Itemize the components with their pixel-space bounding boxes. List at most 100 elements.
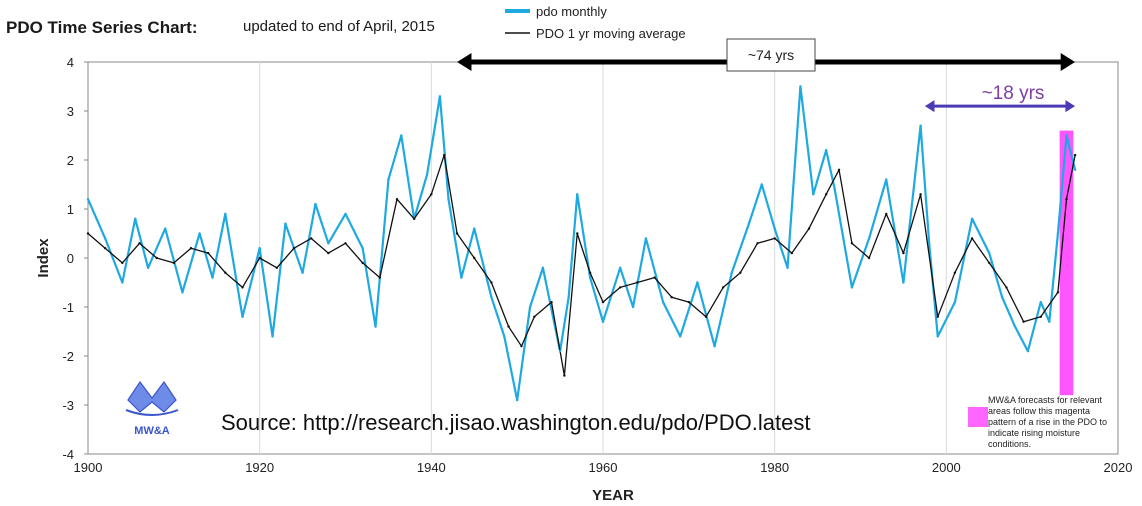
data-point-monthly [824,149,828,152]
data-point-average [155,256,158,260]
data-point-monthly [1073,168,1077,171]
data-point-average [395,198,399,201]
data-point-monthly [679,335,682,338]
data-point-average [206,251,210,255]
span-18-label: ~18 yrs [982,83,1045,104]
logo-text: MW&A [134,425,169,437]
data-point-average [1039,315,1042,318]
series-line-pdo-moving-average [87,154,1076,377]
data-point-monthly [134,217,137,220]
data-point-monthly [902,281,905,284]
data-point-monthly [211,276,214,279]
y-axis-ticks: -4 -3 -2 -1 0 1 2 3 4 [62,55,88,462]
data-point-average [189,247,193,250]
chart-title: PDO Time Series Chart: [6,18,197,37]
note-swatch [968,407,988,427]
data-point-average [1022,320,1025,323]
forecast-note: MW&A forecasts for relevant areas follow… [988,395,1107,449]
span-74-label-box [726,38,816,72]
data-point-monthly [344,212,347,216]
data-point-average [327,251,330,255]
data-point-monthly [374,325,377,328]
data-point-average [1005,286,1008,289]
data-point-average [790,251,794,255]
data-point-monthly [1026,349,1030,353]
data-point-monthly [919,124,922,127]
legend-label-monthly: pdo monthly [536,4,607,19]
data-point-monthly [567,296,570,299]
data-point-monthly [284,222,287,225]
arrow-head-right-icon [1065,100,1076,113]
arrow-head-left-icon [924,100,935,113]
data-point-average [172,261,176,265]
data-point-average [636,281,639,284]
data-point-average [867,256,871,260]
data-point-average [850,242,854,245]
data-point-monthly [146,266,150,269]
data-point-average [275,266,279,269]
x-tick-label: 1900 [74,460,103,475]
data-point-average [1065,198,1068,201]
y-tick-label: -1 [62,300,74,315]
data-point-monthly [953,300,957,304]
gridlines [259,62,947,454]
data-point-monthly [503,335,506,338]
data-point-monthly [1048,320,1051,323]
y-tick-label: 0 [67,251,74,266]
data-point-monthly [181,291,184,294]
data-point-average [520,345,523,348]
x-axis-ticks: 1900 1920 1940 1960 1980 2000 2020 [74,460,1133,475]
data-point-monthly [885,178,888,181]
data-point-monthly [760,183,763,186]
data-point-monthly [799,85,802,88]
data-point-average [988,261,991,265]
data-point-monthly [400,134,403,137]
y-tick-label: 1 [67,202,74,217]
data-point-average [653,276,656,279]
data-point-monthly [833,188,836,191]
data-point-monthly [327,242,330,245]
data-point-average [86,232,90,235]
data-point-monthly [644,237,648,240]
data-point-monthly [927,242,931,245]
data-point-average [739,271,742,274]
data-point-average [936,315,939,318]
data-point-monthly [473,227,476,230]
data-point-monthly [387,178,390,181]
data-point-average [919,193,922,196]
data-point-average [576,232,579,235]
y-tick-label: -2 [62,349,74,364]
data-point-monthly [438,95,442,98]
data-point-average [258,256,261,260]
y-tick-label: 4 [67,55,74,70]
data-point-average [773,237,776,240]
note-line-2: areas follow this magenta [988,406,1090,416]
data-point-average [138,242,141,245]
y-tick-label: -4 [62,447,74,462]
data-point-monthly [1065,134,1068,137]
y-tick-label: -3 [62,398,74,413]
data-point-monthly [867,237,871,240]
data-point-monthly [1056,232,1060,235]
source-text: Source: http://research.jisao.washington… [221,410,810,435]
y-tick-label: 3 [67,104,74,119]
data-point-average [618,286,622,289]
data-point-monthly [301,271,304,274]
data-point-average [241,286,244,289]
data-point-average [721,286,725,289]
data-point-average [507,325,510,328]
data-point-average [533,315,536,318]
data-point-average [412,217,416,220]
data-point-average [473,256,476,260]
data-point-monthly [850,286,854,289]
data-point-monthly [361,247,364,250]
data-point-average [443,153,446,157]
data-points [86,85,1077,402]
data-point-monthly [258,247,261,250]
data-point-average [344,242,347,245]
data-point-average [1073,153,1077,157]
data-point-monthly [696,281,699,284]
data-point-monthly [1000,296,1004,299]
data-point-average [430,193,433,196]
